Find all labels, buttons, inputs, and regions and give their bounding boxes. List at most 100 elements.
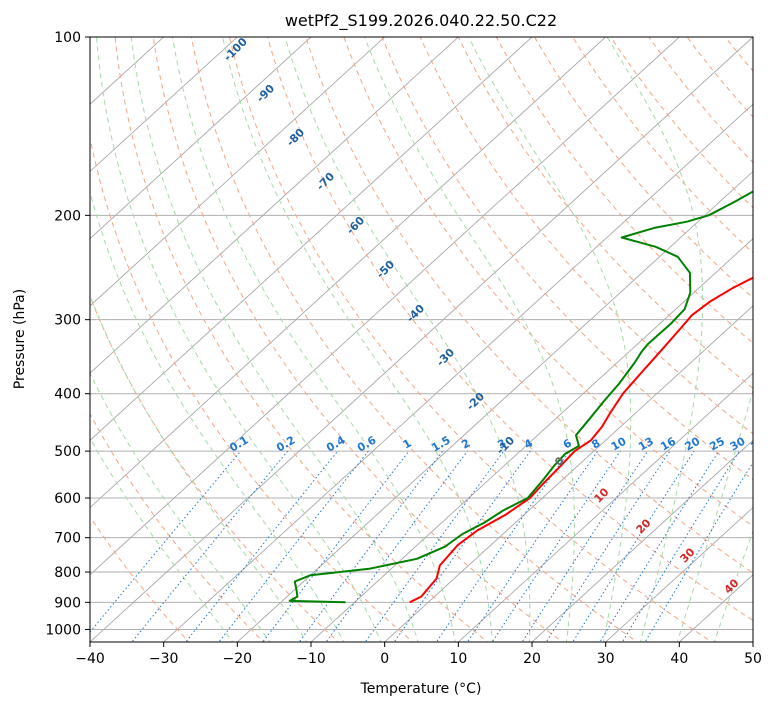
y-tick-label: 100: [54, 30, 81, 46]
dry-adiabat: [267, 37, 753, 622]
moist-adiabat-label: 10: [592, 485, 612, 505]
isotherm-line: [457, 372, 753, 642]
x-tick-label: −30: [149, 651, 179, 667]
mixing-ratio-line: [325, 450, 468, 642]
mixing-ratio-line: [545, 450, 671, 642]
dry-adiabat: [90, 135, 414, 642]
dry-adiabat: [343, 37, 753, 527]
y-tick-label: 800: [54, 565, 81, 581]
y-tick-label: 300: [54, 313, 81, 329]
dry-adiabat: [152, 37, 564, 642]
mixing-ratio-line: [435, 450, 570, 642]
grid-layer: [90, 24, 775, 645]
theta-label: -30: [434, 346, 457, 369]
dry-adiabat: [572, 37, 753, 254]
isotherm-line: [90, 37, 533, 441]
y-tick-label: 200: [54, 208, 81, 224]
y-tick-label: 900: [54, 595, 81, 611]
theta-label: -100: [221, 35, 250, 64]
dry-adiabat: [228, 37, 713, 642]
isotherm-line: [383, 305, 753, 642]
y-tick-label: 700: [54, 531, 81, 547]
mixing-ratio-line: [572, 450, 695, 642]
mixing-ratio-line: [131, 450, 288, 642]
moist-adiabat: [468, 37, 632, 642]
mixing-ratio-line: [364, 450, 505, 642]
isotherm-line: [90, 37, 753, 642]
isotherm-line: [90, 37, 312, 240]
plot-frame: [89, 36, 754, 643]
y-tick-label: 500: [54, 444, 81, 460]
isotherm-line: [752, 641, 753, 642]
x-tick-label: −40: [75, 651, 105, 667]
temperature-profile: [409, 276, 753, 604]
mixing-ratio-line: [491, 450, 621, 642]
series-layer: [288, 190, 753, 604]
mixing-ratio-line: [298, 450, 444, 642]
moist-adiabat: [96, 37, 382, 642]
isotherm-line: [604, 506, 753, 642]
theta-label: -50: [374, 258, 397, 281]
dewpoint-profile: [288, 190, 753, 604]
dry-adiabat: [190, 37, 638, 642]
isotherm-line: [90, 37, 460, 374]
x-tick-label: 0: [380, 651, 389, 667]
y-tick-label: 1000: [45, 622, 81, 638]
moist-adiabat-label: 40: [722, 576, 742, 596]
x-tick-label: 10: [449, 651, 467, 667]
moist-adiabat: [284, 37, 531, 642]
x-tick-label: 40: [670, 651, 688, 667]
dry-adiabat: [534, 37, 753, 299]
dry-adiabat: [457, 37, 753, 389]
x-tick-label: −20: [223, 651, 253, 667]
y-tick-label: 600: [54, 491, 81, 507]
ticks-layer: −40 −30 −20 −10 0 10 20 30 40 50 100 200 300 400 500 60…: [45, 30, 762, 667]
isotherm-line: [310, 238, 753, 642]
x-tick-label: 20: [523, 651, 541, 667]
isotherm-line: [162, 103, 753, 642]
dry-adiabat: [305, 37, 753, 574]
chart-title: wetPf2_S199.2026.040.22.50.C22: [285, 11, 557, 31]
moist-adiabat: [130, 37, 419, 642]
moist-adiabat: [364, 37, 575, 642]
y-axis-label: Pressure (hPa): [12, 289, 28, 389]
theta-label: -20: [464, 390, 487, 413]
theta-label: -90: [254, 82, 277, 105]
theta-label: -80: [284, 126, 307, 149]
moist-adiabat-label: 30: [678, 545, 698, 565]
y-tick-label: 400: [54, 387, 81, 403]
theta-label: -70: [314, 170, 337, 193]
isotherm-line: [90, 37, 681, 576]
isotherm-line: [90, 37, 386, 307]
mixing-ratio-line: [393, 450, 531, 642]
theta-label: -40: [404, 302, 427, 325]
dry-adiabat: [753, 24, 775, 645]
mixing-ratio-line: [262, 450, 410, 642]
mixing-ratio-label: 36: [748, 434, 768, 453]
mixing-ratio-line: [466, 450, 599, 642]
isotherm-line: [236, 170, 753, 642]
x-tick-label: 30: [597, 651, 615, 667]
mixing-ratio-line: [644, 461, 753, 642]
mixing-ratio-label: 2: [459, 437, 472, 452]
moist-adiabat: [90, 437, 234, 642]
dry-adiabat: [114, 37, 489, 642]
mixing-ratio-line: [621, 450, 740, 642]
dry-adiabat: [724, 37, 753, 72]
mixing-ratio-line: [218, 450, 369, 642]
mixing-ratio-line: [521, 450, 649, 642]
moist-adiabat: [90, 294, 308, 642]
isotherm-line: [90, 37, 239, 173]
mixing-ratio-label: 8: [589, 437, 602, 452]
x-axis-label: Temperature (°C): [360, 681, 482, 697]
x-tick-label: −10: [296, 651, 326, 667]
isotherm-line: [90, 37, 165, 105]
x-tick-label: 50: [744, 651, 762, 667]
moist-adiabat: [676, 388, 753, 642]
mixing-ratio-line: [185, 450, 338, 642]
dry-adiabat: [495, 37, 753, 344]
mixing-ratio-line: [90, 450, 242, 633]
dry-adiabat: [90, 412, 265, 642]
moist-adiabat: [172, 37, 456, 642]
